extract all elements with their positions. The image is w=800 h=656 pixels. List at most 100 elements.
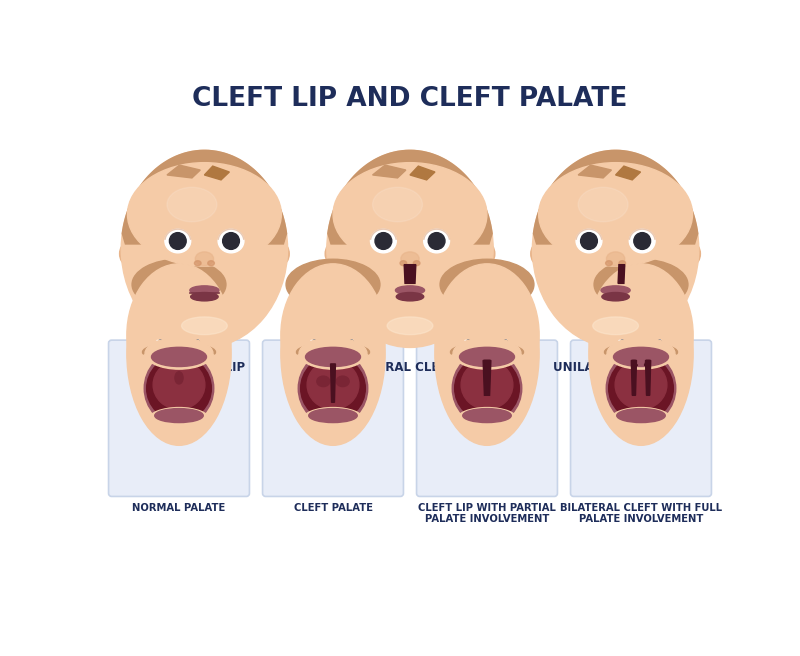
Ellipse shape <box>281 264 385 406</box>
Circle shape <box>195 340 199 345</box>
Circle shape <box>466 340 471 345</box>
Ellipse shape <box>144 352 214 425</box>
Ellipse shape <box>311 340 313 342</box>
Ellipse shape <box>480 359 484 366</box>
Ellipse shape <box>146 356 211 420</box>
Ellipse shape <box>650 357 653 361</box>
Polygon shape <box>632 360 638 365</box>
Ellipse shape <box>602 293 630 301</box>
Ellipse shape <box>173 351 186 365</box>
Ellipse shape <box>333 163 487 266</box>
Ellipse shape <box>594 259 688 310</box>
Ellipse shape <box>602 350 680 367</box>
Ellipse shape <box>538 163 693 266</box>
Ellipse shape <box>530 243 546 264</box>
Circle shape <box>621 340 625 345</box>
Ellipse shape <box>157 340 158 342</box>
Polygon shape <box>644 360 650 365</box>
Ellipse shape <box>123 247 131 260</box>
Ellipse shape <box>167 357 170 361</box>
Text: NORMAL LIP: NORMAL LIP <box>163 361 246 375</box>
Circle shape <box>428 233 445 249</box>
Ellipse shape <box>686 243 701 264</box>
Circle shape <box>375 233 392 249</box>
Ellipse shape <box>606 260 612 266</box>
Ellipse shape <box>440 259 534 310</box>
Ellipse shape <box>297 343 370 361</box>
Ellipse shape <box>336 359 340 366</box>
Ellipse shape <box>307 360 359 409</box>
Ellipse shape <box>454 356 519 420</box>
Polygon shape <box>410 166 435 180</box>
Text: CLEFT PALATE: CLEFT PALATE <box>294 502 373 512</box>
Ellipse shape <box>349 340 354 345</box>
Ellipse shape <box>502 340 503 342</box>
Ellipse shape <box>396 293 424 301</box>
Ellipse shape <box>424 229 450 253</box>
Circle shape <box>503 340 507 345</box>
Ellipse shape <box>153 360 205 409</box>
Ellipse shape <box>172 359 176 366</box>
Ellipse shape <box>148 407 210 432</box>
Ellipse shape <box>127 262 231 445</box>
Ellipse shape <box>480 243 495 264</box>
Ellipse shape <box>605 343 678 361</box>
Ellipse shape <box>151 347 206 367</box>
FancyBboxPatch shape <box>570 340 711 497</box>
Polygon shape <box>373 165 406 178</box>
Polygon shape <box>483 360 491 396</box>
Ellipse shape <box>630 357 632 361</box>
Ellipse shape <box>387 317 433 335</box>
Circle shape <box>222 233 239 249</box>
Ellipse shape <box>326 351 339 365</box>
Ellipse shape <box>127 264 231 406</box>
Ellipse shape <box>435 262 539 445</box>
Ellipse shape <box>534 247 542 260</box>
Ellipse shape <box>132 259 226 310</box>
Ellipse shape <box>619 260 626 266</box>
Ellipse shape <box>195 340 199 345</box>
Text: NORMAL PALATE: NORMAL PALATE <box>132 502 226 512</box>
Ellipse shape <box>278 247 286 260</box>
Ellipse shape <box>119 243 134 264</box>
Ellipse shape <box>606 352 676 425</box>
Polygon shape <box>328 150 492 244</box>
Text: CLEFT LIP WITH PARTIAL
PALATE INVOLVEMENT: CLEFT LIP WITH PARTIAL PALATE INVOLVEMEN… <box>418 502 556 524</box>
Ellipse shape <box>158 340 163 345</box>
FancyBboxPatch shape <box>109 340 250 497</box>
Ellipse shape <box>182 359 186 366</box>
Ellipse shape <box>609 356 674 420</box>
Polygon shape <box>330 364 335 402</box>
Ellipse shape <box>317 376 330 386</box>
FancyBboxPatch shape <box>417 340 558 497</box>
Polygon shape <box>631 360 637 396</box>
Ellipse shape <box>395 286 425 295</box>
Ellipse shape <box>452 352 522 425</box>
Ellipse shape <box>689 247 697 260</box>
Polygon shape <box>122 150 286 244</box>
Ellipse shape <box>466 340 471 345</box>
Ellipse shape <box>188 357 190 361</box>
Ellipse shape <box>140 350 218 367</box>
Ellipse shape <box>634 359 638 366</box>
Ellipse shape <box>145 338 213 369</box>
Ellipse shape <box>606 252 625 266</box>
Ellipse shape <box>601 286 630 295</box>
Ellipse shape <box>329 247 337 260</box>
Ellipse shape <box>589 262 693 445</box>
Circle shape <box>581 233 598 249</box>
Ellipse shape <box>593 317 638 335</box>
Polygon shape <box>615 166 641 180</box>
Ellipse shape <box>194 260 201 266</box>
Ellipse shape <box>370 229 396 253</box>
Ellipse shape <box>475 357 478 361</box>
Circle shape <box>634 233 650 249</box>
Ellipse shape <box>142 343 215 361</box>
Ellipse shape <box>634 351 647 365</box>
Ellipse shape <box>450 343 523 361</box>
Ellipse shape <box>496 357 498 361</box>
Ellipse shape <box>194 340 195 342</box>
Text: BILATERAL CLEFT WITH FULL
PALATE INVOLVEMENT: BILATERAL CLEFT WITH FULL PALATE INVOLVE… <box>560 502 722 524</box>
Ellipse shape <box>533 150 698 348</box>
Ellipse shape <box>326 359 330 366</box>
